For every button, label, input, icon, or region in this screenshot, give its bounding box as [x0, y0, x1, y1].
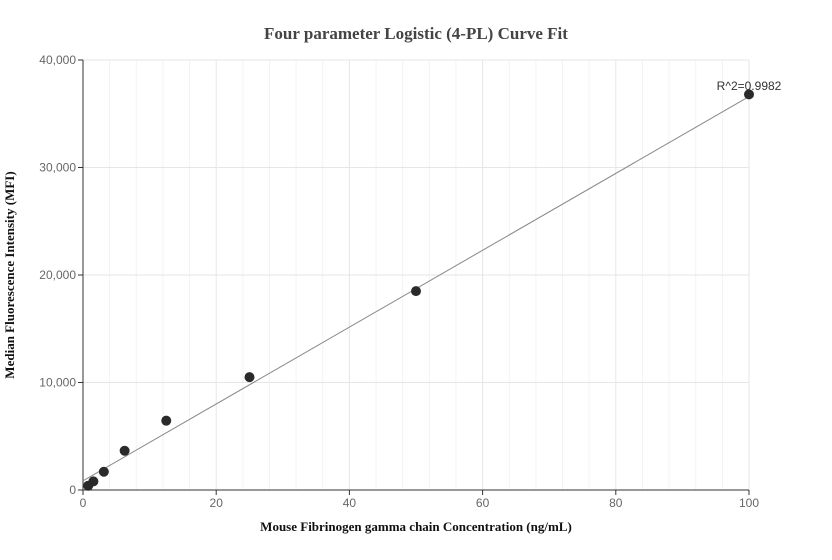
x-tick-label: 80 — [609, 496, 623, 510]
x-axis-title: Mouse Fibrinogen gamma chain Concentrati… — [260, 519, 572, 534]
data-point — [744, 89, 754, 100]
data-point — [161, 415, 172, 426]
grid — [83, 59, 750, 490]
y-tick-label: 0 — [69, 483, 76, 497]
data-point — [98, 466, 109, 477]
y-tick-label: 20,000 — [39, 268, 76, 282]
y-ticks: 0 10,000 20,000 30,000 40,000 — [39, 53, 83, 497]
x-tick-label: 60 — [476, 496, 490, 510]
y-tick-label: 10,000 — [39, 376, 76, 390]
x-ticks: 0 20 40 60 80 100 — [80, 490, 759, 510]
data-point — [244, 372, 255, 383]
x-tick-label: 40 — [343, 496, 357, 510]
chart-title: Four parameter Logistic (4-PL) Curve Fit — [264, 24, 568, 43]
x-tick-label: 0 — [80, 496, 87, 510]
y-axis-title: Median Fluorescence Intensity (MFI) — [2, 171, 17, 378]
x-tick-label: 100 — [739, 496, 759, 510]
data-point — [119, 445, 130, 456]
y-tick-label: 40,000 — [39, 53, 76, 67]
data-point — [88, 476, 99, 487]
x-tick-label: 20 — [210, 496, 224, 510]
y-tick-label: 30,000 — [39, 161, 76, 175]
data-point — [411, 286, 421, 297]
r-squared-annotation: R^2=0.9982 — [717, 79, 782, 93]
data-points — [83, 89, 754, 491]
